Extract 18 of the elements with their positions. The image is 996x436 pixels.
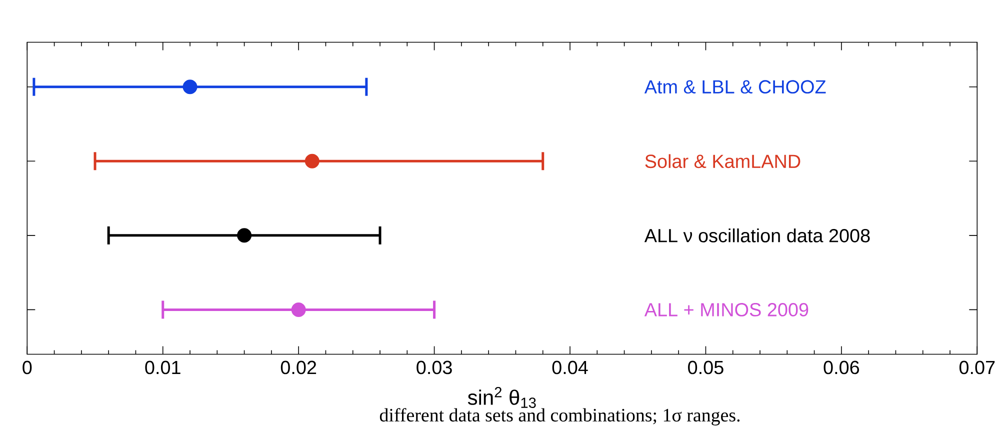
x-tick-label: 0.01: [145, 360, 180, 374]
x-tick-label: 0.02: [280, 360, 316, 374]
x-tick-label: 0.03: [416, 360, 452, 374]
point: [291, 302, 306, 317]
y-tick-label: ALL + MINOS 2009: [644, 303, 808, 316]
text: different data sets and combinations; 1σ ranges.: [380, 408, 740, 426]
x-axis-title: sin$^{2}$ θ$_{13}$: [468, 387, 536, 408]
x-tick-label: 0.05: [688, 360, 724, 374]
x-tick-label: 0.06: [824, 360, 860, 374]
point: [304, 154, 320, 168]
y-tick-label: Solar & KamLAND: [645, 154, 800, 168]
x-tick-label: 0.07: [959, 360, 995, 374]
point: [237, 228, 252, 243]
x-tick-label: 0: [22, 360, 32, 374]
y-tick-label: ALL ν oscillation data 2008: [644, 228, 870, 242]
x-tick-label: 0.04: [552, 360, 588, 374]
point: [182, 80, 198, 94]
y-tick-label: Atm & LBL & CHOOZ: [644, 80, 826, 94]
